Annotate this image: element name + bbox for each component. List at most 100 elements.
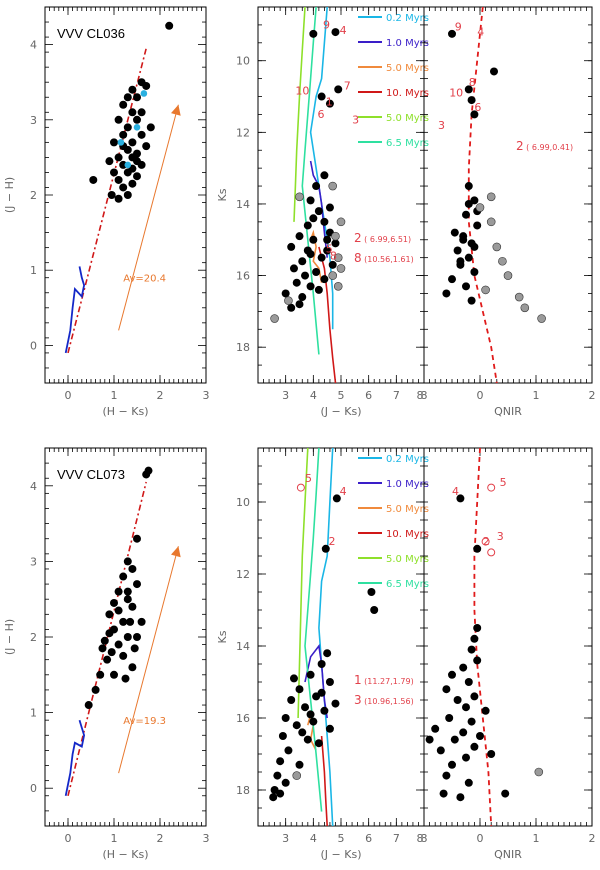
data-point [470,742,479,751]
data-point [464,199,473,208]
legend-label: 1.0 Myrs [386,479,429,490]
data-point [123,557,132,566]
cl036-ccd-panel: 0 1 2 3 0 1 2 3 4 (H − Ks) (J − H) VVV CL036 Av=20.4 [3,6,210,418]
field-point [333,253,343,262]
data-point [126,617,135,626]
data-point [284,746,293,755]
reddening-label: Av=20.4 [123,273,166,284]
data-point [128,138,137,147]
data-point [459,663,468,672]
field-point [481,285,490,295]
data-point [317,92,326,101]
legend-label: 6.5 Myrs [386,579,429,590]
y-tick-label: 12 [236,568,250,581]
x-tick-label: 0 [477,832,484,845]
data-point [292,278,301,287]
star-label: 7 [344,79,351,92]
star-annotation-id: 1 [354,673,362,687]
data-point [123,595,132,604]
data-point [323,649,332,658]
data-point [100,636,109,645]
star-annotation-coords: ( 6.99,0.41) [524,143,574,152]
star-annotation-coords: ( 6.99,6.51) [362,235,412,244]
field-point [492,242,502,252]
x-tick-label: 8 [417,832,424,845]
data-point [105,629,114,638]
data-point [325,99,334,108]
x-axis-label: (J − Ks) [321,405,362,418]
data-point [114,153,123,162]
data-point [314,285,323,294]
data-point [320,275,329,284]
data-point [96,670,105,679]
star-label: 3 [497,530,504,543]
star-label: 8 [469,76,476,89]
data-point [448,275,456,284]
data-point [133,115,141,124]
x-tick-label: 3 [203,832,210,845]
isochrone-line [304,644,328,719]
x-tick-label: 3 [282,832,289,845]
x-tick-label: 6 [365,832,372,845]
x-tick-label: 0 [65,389,72,402]
data-point [473,624,482,632]
open-point [487,483,496,492]
highlight-point [124,161,132,169]
data-point [309,235,318,244]
data-point [287,696,296,704]
data-point [470,110,479,119]
star-annotation: 3 (10.96,1.56) [354,693,414,707]
data-point [119,100,128,109]
data-point [119,572,128,581]
data-point [110,598,118,607]
star-label: 10 [449,87,463,100]
star-label: 6 [474,101,481,114]
field-point [331,231,340,241]
intrinsic-sequence [64,719,86,796]
field-point [333,282,343,291]
open-point [296,483,305,492]
x-tick-label: 1 [111,832,118,845]
x-tick-label: 2 [589,389,596,402]
data-point [133,633,141,641]
x-axis-label: (H − Ks) [102,405,148,418]
data-point [334,85,343,94]
data-point [464,182,473,191]
data-point [309,29,318,38]
data-point [287,303,296,312]
data-point [269,793,278,802]
data-point [273,771,282,780]
isochrone-line [293,6,306,222]
data-point [470,267,479,276]
cl073-ccd-panel: 0 1 2 3 0 1 2 3 4 (H − Ks) (J − H) VVV CL073 Av=19.3 [3,447,210,861]
data-point [487,750,496,758]
data-point [470,242,479,251]
data-point [323,235,332,244]
data-point [128,602,137,611]
x-tick-label: 2 [157,389,164,402]
legend-label: 0.2 Myrs [386,13,429,24]
data-point [467,296,476,305]
field-point [534,767,544,777]
data-point [123,633,132,641]
star-label: 9 [455,20,462,33]
data-point [473,544,482,553]
data-point [470,634,479,643]
data-point [317,253,326,262]
star-label: 10 [295,85,309,98]
legend-label: 5.0 Myrs [386,504,429,515]
x-tick-label: 1 [111,389,118,402]
y-axis-label: (J − H) [3,177,16,213]
star-annotation-id: 8 [354,251,362,265]
data-point [84,701,93,710]
star-label: 4 [477,26,484,39]
legend-label: 0.2 Myrs [386,454,429,465]
star-label: 8 [330,249,337,262]
data-point [306,670,315,679]
data-point [481,706,490,715]
data-point [464,678,473,686]
data-point [306,710,315,719]
data-point [298,728,307,737]
data-point [453,696,462,704]
data-point [137,617,146,626]
